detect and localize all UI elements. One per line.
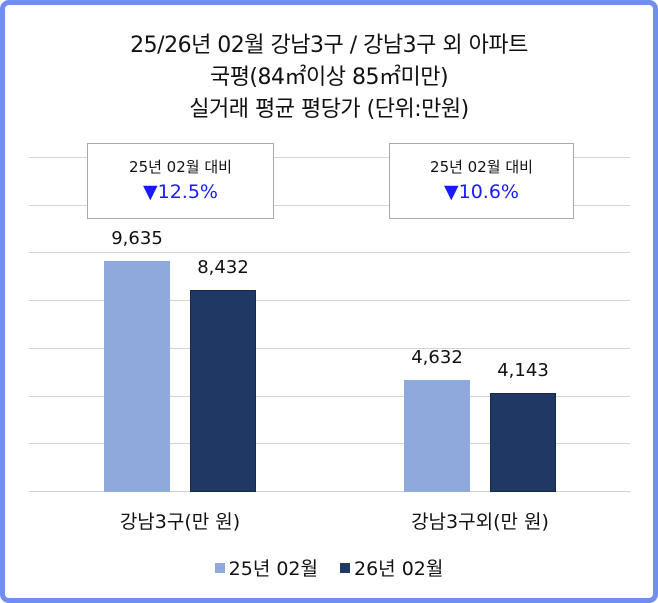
category-label-outside-gangnam3gu: 강남3구외(만 원)	[411, 511, 549, 533]
legend-label: 26년 02월	[354, 558, 444, 580]
callout-compare-label: 25년 02월 대비	[430, 158, 533, 176]
chart-title-line-2: 국평(84㎡이상 85㎡미만)	[209, 65, 449, 90]
x-axis-baseline	[29, 491, 630, 492]
bar-gangnam3gu-2025	[104, 261, 170, 492]
gridline	[29, 300, 630, 301]
callout-change-value: ▼12.5%	[143, 181, 218, 203]
legend: 25년 02월 26년 02월	[0, 554, 658, 581]
gridline	[29, 205, 630, 206]
change-callout-outside-gangnam3gu: 25년 02월 대비 ▼10.6%	[389, 143, 574, 219]
value-label: 8,432	[197, 257, 249, 278]
value-label: 9,635	[111, 228, 163, 249]
gridline	[29, 443, 630, 444]
bar-outside-gangnam3gu-2025	[404, 380, 470, 492]
legend-swatch-2026-icon	[340, 562, 350, 573]
gridline	[29, 396, 630, 397]
legend-swatch-2025-icon	[214, 562, 225, 573]
value-label: 4,632	[411, 347, 463, 368]
category-label-gangnam3gu: 강남3구(만 원)	[119, 511, 241, 533]
callout-change-value: ▼10.6%	[444, 181, 519, 203]
legend-item-2026: 26년 02월	[340, 554, 443, 581]
gridline	[29, 157, 630, 158]
gridline	[29, 348, 630, 349]
chart-title-line-1: 25/26년 02월 강남3구 / 강남3구 외 아파트	[130, 33, 528, 58]
legend-item-2025: 25년 02월	[214, 554, 318, 581]
value-label: 4,143	[497, 360, 549, 381]
callout-compare-label: 25년 02월 대비	[129, 158, 232, 176]
chart-title-line-3: 실거래 평균 평당가 (단위:만원)	[189, 97, 469, 122]
bar-outside-gangnam3gu-2026	[490, 393, 556, 492]
change-callout-gangnam3gu: 25년 02월 대비 ▼12.5%	[87, 143, 274, 219]
legend-label: 25년 02월	[228, 558, 318, 580]
gridline	[29, 252, 630, 253]
bar-gangnam3gu-2026	[190, 290, 256, 492]
